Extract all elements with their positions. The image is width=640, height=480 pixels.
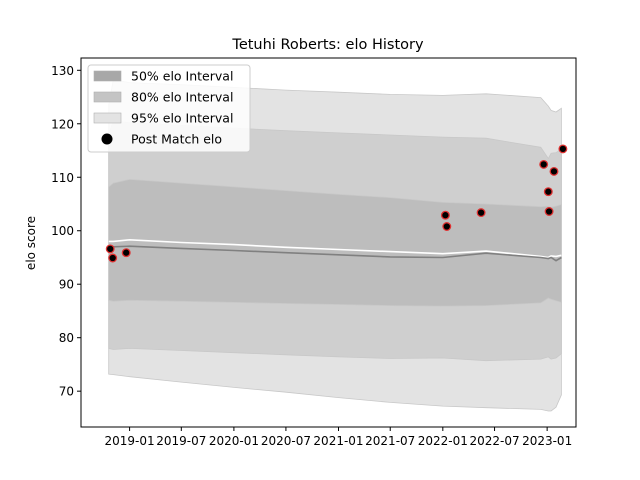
x-tick-label: 2019-01	[105, 434, 155, 448]
x-tick-label: 2022-01	[418, 434, 468, 448]
legend: 50% elo Interval 80% elo Interval 95% elo …	[87, 64, 251, 153]
post-match-point	[476, 208, 486, 218]
x-tick-label: 2021-07	[365, 434, 415, 448]
y-tick-label: 130	[51, 64, 74, 78]
post-match-point	[539, 159, 549, 169]
legend-label: 80% elo Interval	[131, 90, 233, 105]
x-tick-label: 2020-07	[261, 434, 311, 448]
series-line-1	[108, 245, 562, 262]
legend-label: 95% elo Interval	[131, 111, 233, 126]
post-match-point	[108, 253, 118, 263]
plot-frame	[80, 57, 577, 428]
post-match-point	[543, 187, 553, 197]
y-axis: 70 80 90 100 110 120 130	[51, 64, 81, 399]
post-match-point	[105, 244, 115, 254]
post-match-point	[544, 207, 554, 216]
post-match-point	[549, 166, 559, 176]
x-tick-label: 2022-07	[469, 434, 519, 448]
y-tick-label: 70	[59, 385, 74, 399]
y-axis-title: elo score	[24, 216, 38, 270]
chart-title: Tetuhi Roberts: elo History	[231, 37, 424, 53]
x-tick-label: 2023-01	[522, 434, 572, 448]
legend-swatch	[93, 112, 122, 124]
legend-swatch	[93, 70, 122, 82]
post-match-point	[558, 144, 568, 154]
legend-marker	[101, 133, 113, 145]
y-tick-label: 100	[51, 224, 74, 238]
plot-area	[80, 57, 577, 428]
y-tick-label: 120	[51, 117, 74, 131]
x-tick-label: 2020-01	[209, 434, 259, 448]
x-tick-label: 2019-07	[156, 434, 206, 448]
legend-box	[87, 64, 251, 153]
y-tick-label: 110	[51, 171, 74, 185]
y-tick-label: 80	[59, 331, 74, 345]
band-2	[108, 178, 562, 307]
legend-label: Post Match elo	[131, 132, 222, 147]
post-match-point	[440, 210, 450, 220]
legend-swatch	[93, 91, 122, 103]
x-tick-label: 2021-01	[313, 434, 363, 448]
y-tick-label: 90	[59, 278, 74, 292]
x-axis: 2019-01 2019-07 2020-01 2020-07 2021-01 2021-…	[105, 427, 572, 448]
legend-label: 50% elo Interval	[131, 69, 233, 84]
series-line-0	[108, 238, 562, 259]
post-match-point	[442, 222, 452, 231]
post-match-point	[121, 248, 131, 258]
